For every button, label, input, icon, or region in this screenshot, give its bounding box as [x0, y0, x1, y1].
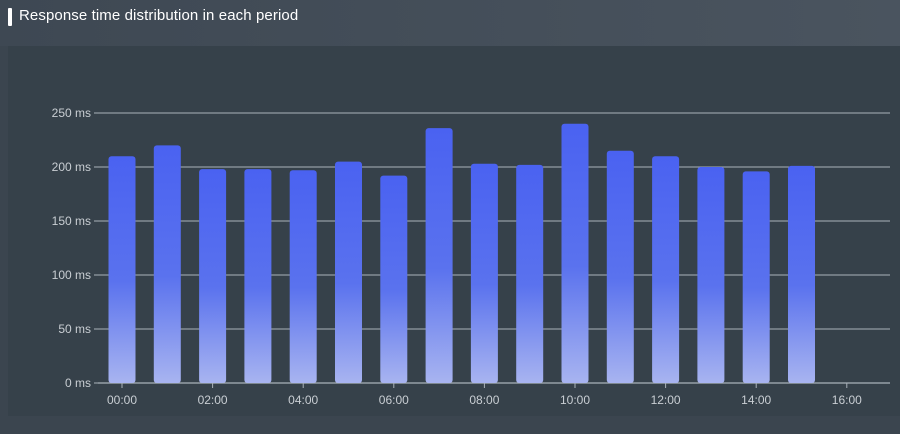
bar-1400[interactable] — [742, 171, 770, 383]
x-tick-label: 12:00 — [651, 393, 681, 407]
y-tick-label: 50 ms — [58, 322, 91, 336]
bar-0700[interactable] — [425, 128, 453, 383]
y-tick-label: 200 ms — [52, 160, 91, 174]
bar-0300[interactable] — [244, 169, 272, 383]
x-tick-label: 16:00 — [832, 393, 862, 407]
y-tick-label: 150 ms — [52, 214, 91, 228]
bar-0900[interactable] — [516, 164, 544, 383]
bar-0800[interactable] — [470, 163, 498, 383]
x-tick-label: 04:00 — [288, 393, 318, 407]
title-marker — [8, 8, 12, 26]
y-tick-label: 0 ms — [65, 376, 91, 390]
y-tick-label: 100 ms — [52, 268, 91, 282]
x-tick-label: 06:00 — [379, 393, 409, 407]
bar-1200[interactable] — [652, 156, 680, 383]
chart-title: Response time distribution in each perio… — [19, 7, 299, 24]
y-axis-labels: 0 ms 50 ms 100 ms 150 ms 200 ms 250 ms — [52, 106, 91, 390]
x-tick-label: 00:00 — [107, 393, 137, 407]
bar-1000[interactable] — [561, 123, 589, 384]
bars-layer — [108, 123, 815, 384]
panel-header: Response time distribution in each perio… — [0, 0, 900, 46]
bar-0500[interactable] — [335, 161, 362, 383]
bar-0200[interactable] — [199, 169, 227, 383]
bar-0400[interactable] — [289, 170, 317, 383]
bar-1500[interactable] — [788, 165, 815, 383]
x-tick-label: 08:00 — [469, 393, 499, 407]
bar-1100[interactable] — [606, 150, 634, 383]
x-axis-labels: 00:00 02:00 04:00 06:00 08:00 10:00 12:00 14:00… — [107, 383, 862, 407]
x-tick-label: 14:00 — [741, 393, 771, 407]
bar-1300[interactable] — [697, 167, 725, 383]
x-tick-label: 02:00 — [198, 393, 228, 407]
bar-0100[interactable] — [153, 145, 181, 383]
y-tick-label: 250 ms — [52, 106, 91, 120]
bar-0600[interactable] — [380, 175, 408, 383]
bar-0000[interactable] — [108, 156, 136, 383]
x-tick-label: 10:00 — [560, 393, 590, 407]
